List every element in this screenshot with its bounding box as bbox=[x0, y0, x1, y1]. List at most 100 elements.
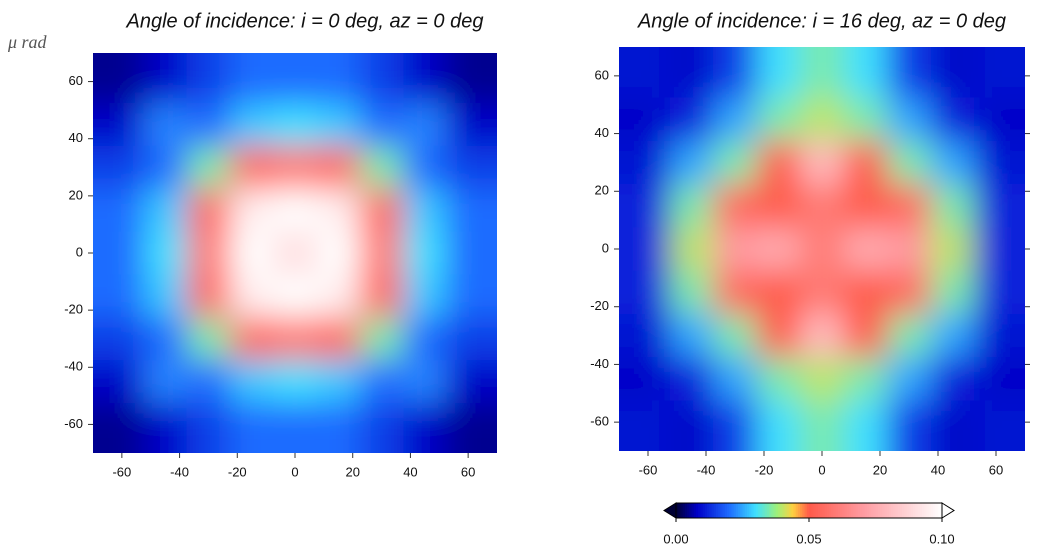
heatmap-cell bbox=[93, 231, 145, 276]
heatmap-cell bbox=[930, 270, 976, 315]
heatmap-cell bbox=[186, 188, 232, 233]
heatmap-clip bbox=[93, 53, 497, 453]
colorbar-segment bbox=[835, 503, 839, 518]
heatmap-cell bbox=[186, 231, 232, 276]
heatmap-cell bbox=[403, 231, 448, 276]
heatmap-cell bbox=[619, 400, 671, 451]
colorbar-segment bbox=[879, 503, 883, 518]
heatmap-cell bbox=[93, 53, 145, 104]
heatmap-cell bbox=[756, 400, 802, 451]
heatmap-cell bbox=[619, 47, 671, 99]
x-tick-label: -60 bbox=[112, 464, 131, 479]
colorbar-tick-label: 0.00 bbox=[663, 531, 688, 546]
colorbar-segment bbox=[871, 503, 874, 518]
colorbar-segment bbox=[684, 503, 688, 518]
heatmap-cell bbox=[186, 145, 232, 190]
heatmap-cell bbox=[403, 360, 448, 404]
heatmap-cell bbox=[887, 47, 932, 99]
heatmap-cell bbox=[230, 53, 275, 104]
heatmap-cell bbox=[619, 184, 671, 229]
heatmap-cell bbox=[974, 400, 1025, 451]
colorbar-segment bbox=[859, 503, 863, 518]
heatmap-cell bbox=[143, 317, 188, 362]
heatmap-cell bbox=[273, 145, 318, 190]
colorbar-segment bbox=[771, 503, 775, 518]
colorbar-segment bbox=[711, 503, 715, 518]
heatmap-cell bbox=[974, 184, 1025, 229]
heatmap-cell bbox=[359, 145, 405, 190]
heatmap-cell bbox=[186, 360, 232, 404]
heatmap-cell bbox=[669, 227, 715, 272]
colorbar-segment bbox=[777, 503, 781, 518]
heatmap-cell bbox=[403, 403, 448, 453]
heatmap-cell bbox=[930, 357, 976, 402]
heatmap-clip bbox=[619, 47, 1025, 451]
y-tick-label: 40 bbox=[69, 130, 83, 145]
colorbar-segment bbox=[695, 503, 699, 518]
y-tick-label: 60 bbox=[595, 67, 609, 82]
colorbar-segment bbox=[902, 503, 905, 518]
x-tick-label: 0 bbox=[818, 462, 825, 477]
colorbar-segment bbox=[917, 503, 921, 518]
heatmap-cell bbox=[359, 188, 405, 233]
colorbar-segment bbox=[793, 503, 797, 518]
heatmap-cell bbox=[230, 188, 275, 233]
colorbar-segment bbox=[713, 503, 717, 518]
heatmap-cell bbox=[619, 140, 671, 186]
heatmap-cell bbox=[230, 231, 275, 276]
heatmap-cell bbox=[619, 270, 671, 315]
y-axis-label: μ rad bbox=[7, 32, 48, 52]
colorbar-segment bbox=[919, 503, 923, 518]
heatmap-cell bbox=[974, 97, 1025, 142]
heatmap-cell bbox=[143, 403, 188, 453]
x-tick-label: -40 bbox=[170, 464, 189, 479]
heatmap-cell bbox=[756, 184, 802, 229]
heatmap-cell bbox=[446, 274, 497, 319]
colorbar-segment bbox=[751, 503, 755, 518]
heatmap-cell bbox=[143, 360, 188, 404]
heatmap-cell bbox=[186, 317, 232, 362]
heatmap-cell bbox=[273, 188, 318, 233]
heatmap-cell bbox=[974, 227, 1025, 272]
heatmap-cell bbox=[316, 188, 361, 233]
colorbar-tick-label: 0.05 bbox=[796, 531, 821, 546]
heatmap-cell bbox=[93, 188, 145, 233]
heatmap-cell bbox=[669, 184, 715, 229]
heatmap-cell bbox=[800, 140, 845, 186]
colorbar-segment bbox=[873, 503, 877, 518]
heatmap-cell bbox=[619, 97, 671, 142]
y-tick-label: 0 bbox=[76, 244, 83, 259]
colorbar-segment bbox=[722, 503, 726, 518]
heatmap-cell bbox=[974, 47, 1025, 99]
colorbar-segment bbox=[831, 503, 834, 518]
heatmap-cell bbox=[230, 360, 275, 404]
y-tick-label: -20 bbox=[590, 298, 609, 313]
heatmap-cell bbox=[273, 403, 318, 453]
colorbar-segment bbox=[822, 503, 826, 518]
colorbar-segment bbox=[809, 503, 812, 518]
heatmap-cell bbox=[186, 403, 232, 453]
heatmap-cell bbox=[800, 357, 845, 402]
colorbar-segment bbox=[749, 503, 752, 518]
heatmap-cell bbox=[273, 274, 318, 319]
heatmap-cell bbox=[713, 140, 758, 186]
colorbar-segment bbox=[762, 503, 766, 518]
heatmap-cell bbox=[316, 317, 361, 362]
x-tick-label: -40 bbox=[697, 462, 716, 477]
colorbar-segment bbox=[933, 503, 936, 518]
heatmap-cell bbox=[230, 317, 275, 362]
heatmap-cell bbox=[446, 188, 497, 233]
heatmap-cell bbox=[713, 270, 758, 315]
colorbar-segment bbox=[702, 503, 706, 518]
heatmap-cell bbox=[930, 313, 976, 359]
colorbar-segment bbox=[744, 503, 748, 518]
chart-title: Angle of incidence: i = 16 deg, az = 0 d… bbox=[637, 10, 1006, 32]
y-tick-label: -60 bbox=[590, 414, 609, 429]
colorbar-segment bbox=[866, 503, 870, 518]
heatmap-cell bbox=[316, 274, 361, 319]
colorbar-segment bbox=[935, 503, 939, 518]
heatmap-cell bbox=[713, 313, 758, 359]
heatmap-cell bbox=[930, 97, 976, 142]
heatmap-cell bbox=[403, 145, 448, 190]
heatmap-cell bbox=[446, 53, 497, 104]
